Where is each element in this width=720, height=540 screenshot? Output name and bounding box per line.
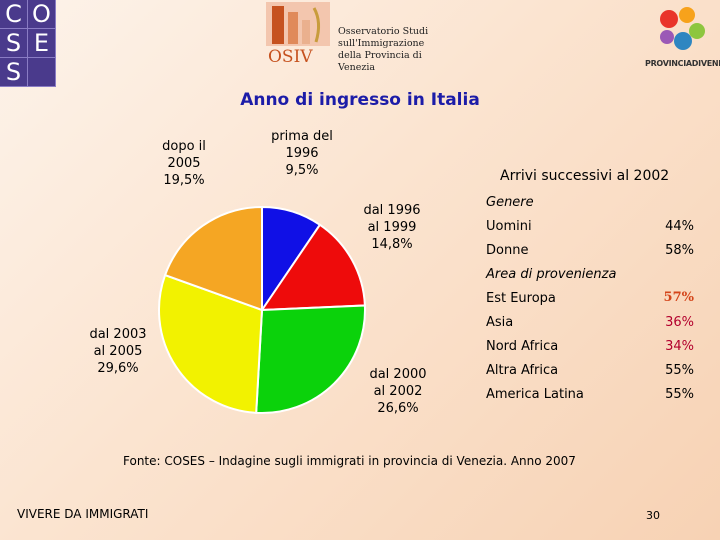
provincia-text: PROVINCIADIVENEZIA (645, 59, 720, 68)
slice-label-line: dal 1996 (363, 203, 421, 218)
row-value: 55% (665, 363, 694, 378)
section-heading-area: Area di provenienza (486, 267, 617, 282)
slice-label-line: al 2005 (93, 344, 143, 359)
slice-label-dal-2000-al-2002: dal 2000 al 2002 26,6% (358, 366, 438, 417)
panel-title: Arrivi successivi al 2002 (500, 168, 670, 184)
osiv-line: sull'Immigrazione (338, 38, 425, 49)
slice-label-line: 2005 (167, 156, 201, 171)
coses-letter: S (0, 29, 28, 58)
section-heading-genere: Genere (486, 195, 534, 210)
slice-label-line: 14,8% (371, 237, 413, 252)
coses-letter: S (0, 58, 28, 87)
coses-letter: O (28, 0, 56, 29)
coses-letter (28, 58, 56, 87)
row-label: Asia (486, 315, 514, 330)
slice-label-prima-del-1996: prima del 1996 9,5% (262, 128, 342, 179)
slice-label-line: 29,6% (97, 361, 139, 376)
slice-label-dopo-il-2005: dopo il 2005 19,5% (144, 138, 224, 189)
row-value: 55% (665, 387, 694, 402)
slice-label-line: dal 2000 (369, 367, 427, 382)
slice-label-line: 9,5% (285, 163, 319, 178)
row-value: 36% (665, 315, 694, 330)
slice-label-line: 19,5% (163, 173, 205, 188)
osiv-mark-icon: OSIV (266, 2, 330, 64)
pie-slice-dal-2000-al-2002 (255, 304, 366, 414)
coses-letter: E (28, 29, 56, 58)
osiv-text: Osservatorio Studi sull'Immigrazione del… (338, 26, 456, 74)
row-label: Nord Africa (486, 339, 559, 354)
slice-label-line: al 2002 (373, 384, 423, 399)
row-label: Donne (486, 243, 529, 258)
slice-label-line: dal 2003 (89, 327, 147, 342)
row-label: America Latina (486, 387, 584, 402)
row-label: Uomini (486, 219, 532, 234)
pie-slice-dopo-il-2005 (163, 205, 263, 312)
row-value: 58% (665, 243, 694, 258)
page-number: 30 (646, 509, 660, 522)
osiv-line: Osservatorio Studi (338, 26, 429, 37)
row-value: 34% (665, 339, 694, 354)
slice-label-line: prima del (271, 129, 333, 144)
chart-title: Anno di ingresso in Italia (240, 90, 480, 110)
row-value: 44% (665, 219, 694, 234)
footer-title: VIVERE DA IMMIGRATI (17, 507, 149, 521)
slice-label-line: dopo il (162, 139, 206, 154)
source-note: Fonte: COSES – Indagine sugli immigrati … (123, 454, 576, 468)
pie-slice-dal-2003-al-2005 (158, 273, 264, 414)
osiv-mark-text: OSIV (268, 47, 313, 64)
pie-slice-dal-1996-al-1999 (260, 223, 366, 312)
row-label: Altra Africa (486, 363, 559, 378)
slice-label-dal-2003-al-2005: dal 2003 al 2005 29,6% (78, 326, 158, 377)
osiv-line: della Provincia di Venezia (338, 50, 422, 73)
row-label: Est Europa (486, 291, 556, 306)
provincia-mark-icon (660, 7, 705, 50)
slice-label-line: 1996 (285, 146, 319, 161)
coses-logo: C O S E S (0, 0, 56, 87)
row-value: 57% (663, 290, 694, 305)
slice-label-dal-1996-al-1999: dal 1996 al 1999 14,8% (352, 202, 432, 253)
slice-label-line: al 1999 (367, 220, 417, 235)
osiv-logo: OSIV Osservatorio Studi sull'Immigrazion… (266, 2, 456, 73)
slice-label-line: 26,6% (377, 401, 419, 416)
provincia-logo: PROVINCIADIVENEZIA (645, 5, 720, 75)
coses-letter: C (0, 0, 28, 29)
